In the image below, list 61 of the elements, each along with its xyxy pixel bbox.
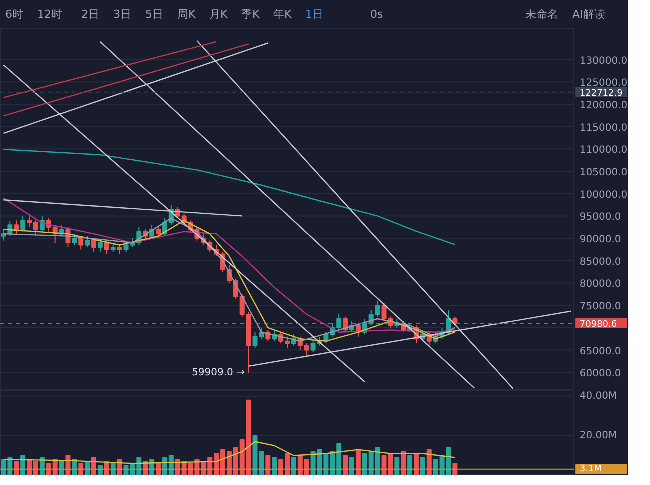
- text: 6时: [6, 8, 24, 21]
- candlestick: [20, 216, 26, 232]
- bar: [156, 463, 162, 475]
- y-tick-label: 60000.0: [580, 368, 622, 380]
- text: 周K: [178, 8, 196, 21]
- y-tick-label: 120000.0: [580, 100, 628, 112]
- text: 未命名: [526, 8, 558, 21]
- text: 季K: [242, 8, 260, 21]
- ref-line-label: 122712.9: [580, 88, 624, 99]
- ref-line-label: 70980.6: [580, 320, 618, 330]
- candlestick: [98, 240, 103, 252]
- y-tick-label: 75000.0: [580, 302, 622, 313]
- bar: [356, 449, 361, 475]
- text: AI解读: [572, 8, 606, 21]
- y-tick-label: 115000.0: [580, 122, 628, 134]
- bar: [420, 457, 426, 475]
- candlestick: [1, 229, 6, 242]
- text: 年K: [274, 8, 292, 21]
- text: 月K: [210, 8, 228, 21]
- y-tick-label: 100000.0: [580, 190, 628, 201]
- y-tick-label: 105000.0: [580, 168, 628, 179]
- candlestick: [92, 238, 97, 252]
- bar: [408, 455, 413, 475]
- y-tick-label: 85000.0: [580, 256, 622, 268]
- bar: [78, 463, 84, 475]
- y-tick-label: 65000.0: [580, 346, 622, 358]
- text: 2日: [82, 8, 100, 21]
- text: 12时: [38, 8, 62, 21]
- y-tick-label: 20.00M: [580, 430, 618, 442]
- annotation: 59909.0 →: [192, 368, 245, 379]
- text: 1日: [306, 8, 324, 21]
- text: 0s: [370, 8, 384, 21]
- y-tick-label: 130000.0: [580, 56, 628, 67]
- text: 3日: [114, 8, 132, 21]
- line-series: [3, 149, 456, 246]
- bar: [14, 461, 20, 475]
- bar: [272, 457, 278, 475]
- y-tick-label: 125000.0: [580, 78, 628, 90]
- candlestick: [104, 240, 110, 255]
- text: 5日: [146, 8, 164, 21]
- bar: [414, 453, 419, 475]
- bar: [452, 463, 458, 475]
- line-series: [3, 198, 456, 333]
- candlestick: [72, 234, 78, 246]
- bar: [349, 457, 354, 475]
- ref-line-label: 3.1M: [580, 464, 602, 474]
- bar: [59, 461, 64, 475]
- y-tick-label: 95000.0: [580, 212, 622, 224]
- line-series: [3, 441, 456, 464]
- candlestick: [85, 236, 90, 248]
- bar: [343, 455, 348, 475]
- y-tick-label: 80000.0: [580, 279, 622, 290]
- y-tick-label: 40.00M: [580, 390, 618, 402]
- y-tick-label: 110000.0: [580, 145, 628, 156]
- bar: [426, 449, 432, 475]
- candlestick: [14, 220, 20, 235]
- bar: [110, 463, 116, 475]
- bar: [266, 455, 271, 475]
- bar: [291, 457, 296, 475]
- y-tick-label: 90000.0: [580, 234, 622, 246]
- bar: [394, 457, 400, 475]
